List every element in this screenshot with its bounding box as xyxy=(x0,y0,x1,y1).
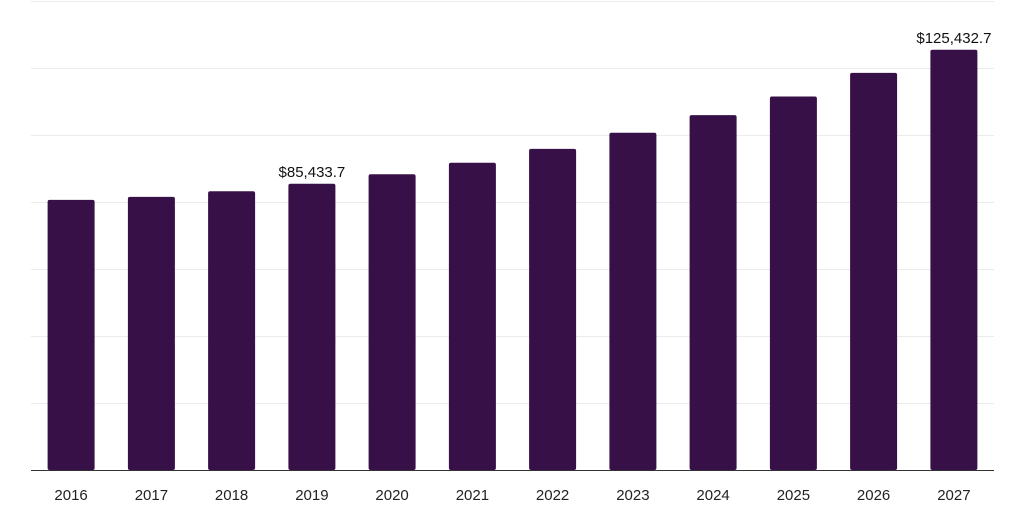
x-tick-label-2022: 2022 xyxy=(536,487,569,504)
bar-2019[interactable] xyxy=(288,183,336,471)
gridlines xyxy=(31,1,994,404)
bar-2018[interactable] xyxy=(208,191,256,470)
data-label-2019: $85,433.7 xyxy=(279,164,346,181)
x-tick-label-2019: 2019 xyxy=(295,487,328,504)
x-tick-label-2021: 2021 xyxy=(456,487,489,504)
x-tick-label-2027: 2027 xyxy=(937,487,970,504)
x-tick-label-2017: 2017 xyxy=(135,487,168,504)
bar-2026[interactable] xyxy=(850,72,898,471)
data-label-2027: $125,432.7 xyxy=(916,30,991,47)
x-tick-label-2016: 2016 xyxy=(54,487,87,504)
x-tick-labels: 2016 2017 2018 2019 2020 2021 2022 2023 2024 2025… xyxy=(54,487,970,504)
x-tick-label-2023: 2023 xyxy=(616,487,649,504)
x-tick-label-2025: 2025 xyxy=(777,487,810,504)
bar-2023[interactable] xyxy=(609,132,657,471)
data-labels: $85,433.7 $125,432.7 xyxy=(279,30,992,181)
bar-2020[interactable] xyxy=(368,174,416,471)
bar-2027[interactable] xyxy=(930,49,978,471)
bar-2024[interactable] xyxy=(689,115,737,470)
bars xyxy=(47,49,978,471)
x-tick-label-2020: 2020 xyxy=(375,487,408,504)
x-tick-label-2018: 2018 xyxy=(215,487,248,504)
bar-2025[interactable] xyxy=(769,96,817,471)
bar-2021[interactable] xyxy=(448,162,496,471)
bar-2016[interactable] xyxy=(47,199,95,470)
bar-2017[interactable] xyxy=(127,196,175,470)
bar-2022[interactable] xyxy=(529,148,577,470)
x-tick-label-2024: 2024 xyxy=(696,487,729,504)
x-tick-label-2026: 2026 xyxy=(857,487,890,504)
